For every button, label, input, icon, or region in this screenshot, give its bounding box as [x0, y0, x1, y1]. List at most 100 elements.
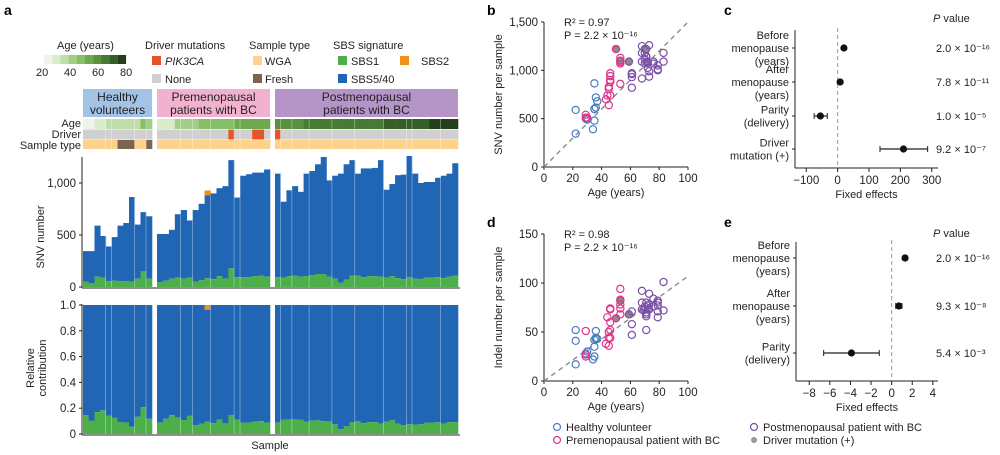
- bar-sbs1: [372, 276, 379, 287]
- driver-track-cell: [123, 129, 130, 140]
- legend-sbs2: SBS2: [421, 56, 449, 68]
- age-track-cell: [264, 119, 271, 129]
- data-point: [583, 113, 592, 122]
- bar-rel-sbs5-40: [140, 305, 147, 408]
- sample-type-track-cell: [186, 140, 193, 149]
- bar-sbs5-40: [234, 197, 241, 278]
- bar-rel-sbs5-40: [349, 305, 356, 423]
- x-tick-label: 60: [624, 173, 637, 185]
- p-value: 2.0 × 10⁻¹⁶: [936, 43, 990, 55]
- age-track-cell: [372, 119, 379, 129]
- p-value: 7.8 × 10⁻¹¹: [936, 77, 990, 89]
- bar-sbs1: [83, 281, 90, 287]
- data-point: [616, 56, 625, 65]
- data-point: [571, 129, 580, 138]
- y-tick-label: 0.2: [60, 403, 76, 415]
- driver-track-cell: [320, 129, 327, 140]
- sample-type-track-cell: [292, 140, 299, 149]
- legend-marker-post: [749, 422, 759, 432]
- bar-sbs1: [292, 275, 299, 287]
- age-track-cell: [246, 119, 253, 129]
- sample-type-track-cell: [117, 140, 124, 149]
- bar-sbs5-40: [360, 168, 367, 278]
- age-scale-step: [60, 55, 69, 64]
- age-track-cell: [377, 119, 384, 129]
- y-tick-label: 500: [519, 114, 538, 126]
- x-tick-label: 300: [922, 175, 941, 187]
- driver-track-cell: [280, 129, 287, 140]
- data-point: [659, 277, 668, 287]
- driver-track-cell: [140, 129, 147, 140]
- driver-track-cell: [192, 129, 199, 140]
- bar-sbs5-40: [412, 173, 419, 279]
- bar-sbs5-40: [417, 183, 424, 280]
- row-label: mutation (+): [730, 151, 789, 163]
- p-value-header: P value: [933, 228, 970, 240]
- bar-rel-sbs1: [88, 420, 95, 434]
- age-track-cell: [326, 119, 333, 129]
- driver-track-cell: [100, 129, 107, 140]
- age-track-cell: [337, 119, 344, 129]
- bar-sbs5-40: [429, 181, 436, 278]
- bar-sbs5-40: [343, 164, 350, 280]
- age-track-cell: [186, 119, 193, 129]
- bar-sbs1: [246, 277, 253, 287]
- sample-type-track-cell: [100, 140, 107, 149]
- sample-type-track-cell: [389, 140, 396, 149]
- age-track-cell: [440, 119, 447, 129]
- p-value-annotation: P = 2.2 × 10⁻¹⁶: [564, 242, 638, 254]
- y-tick-label: 1,500: [509, 17, 538, 29]
- data-point: [616, 310, 625, 319]
- bar-sbs1: [180, 278, 188, 287]
- x-tick-label: 0: [834, 175, 840, 187]
- relative-ylabel: contribution: [37, 340, 49, 397]
- sample-type-track-cell: [326, 140, 333, 149]
- sample-type-track-cell: [222, 140, 229, 149]
- bar-rel-sbs1: [180, 420, 188, 434]
- bar-rel-sbs1: [400, 425, 407, 434]
- bar-rel-sbs1: [111, 417, 118, 434]
- bar-sbs5-40: [303, 173, 310, 277]
- driver-track-cell: [395, 129, 402, 140]
- driver-track-cell: [240, 129, 247, 140]
- bar-sbs5-40: [216, 188, 223, 277]
- bar-rel-sbs5-40: [111, 305, 118, 418]
- bar-sbs5-40: [423, 181, 430, 278]
- bar-rel-sbs5-40: [446, 305, 453, 423]
- sample-type-track-cell: [429, 140, 436, 149]
- sample-type-track-cell: [355, 140, 362, 149]
- age-track-cell: [349, 119, 356, 129]
- x-tick-label: 4: [930, 388, 937, 400]
- sample-type-track-cell: [446, 140, 453, 149]
- sample-type-track-cell: [210, 140, 217, 149]
- age-track-cell: [389, 119, 396, 129]
- bar-sbs5-40: [355, 173, 362, 276]
- data-point: [644, 289, 654, 298]
- bar-sbs1: [337, 282, 344, 287]
- sample-type-track-cell: [240, 140, 247, 149]
- bar-sbs5-40: [275, 173, 282, 278]
- data-point: [606, 318, 615, 327]
- sample-type-track-cell: [337, 140, 344, 149]
- data-point: [644, 305, 654, 314]
- bar-sbs1: [204, 278, 211, 287]
- bar-rel-sbs1: [280, 419, 287, 434]
- legend-marker-pre: [552, 435, 562, 445]
- legend-swatch-sbs5-40: [338, 74, 347, 83]
- track-label-sample-type: Sample type: [20, 140, 81, 152]
- group-header-premenopausal: [157, 89, 270, 117]
- bar-sbs1: [332, 278, 339, 287]
- sample-type-track-cell: [83, 140, 90, 149]
- driver-track-cell: [423, 129, 430, 140]
- legend-driver-pik3ca: PIK3CA: [165, 56, 204, 68]
- bar-rel-sbs5-40: [400, 305, 407, 426]
- sample-type-track-cell: [435, 140, 442, 149]
- y-tick-label: 1,000: [509, 65, 538, 77]
- sample-type-track-cell: [297, 140, 304, 149]
- legend-swatch-fresh: [253, 74, 262, 83]
- bar-sbs1: [366, 276, 373, 287]
- driver-track-cell: [303, 129, 310, 140]
- age-track-cell: [297, 119, 304, 129]
- bar-sbs5-40: [134, 224, 141, 279]
- bar-rel-sbs5-40: [383, 305, 390, 422]
